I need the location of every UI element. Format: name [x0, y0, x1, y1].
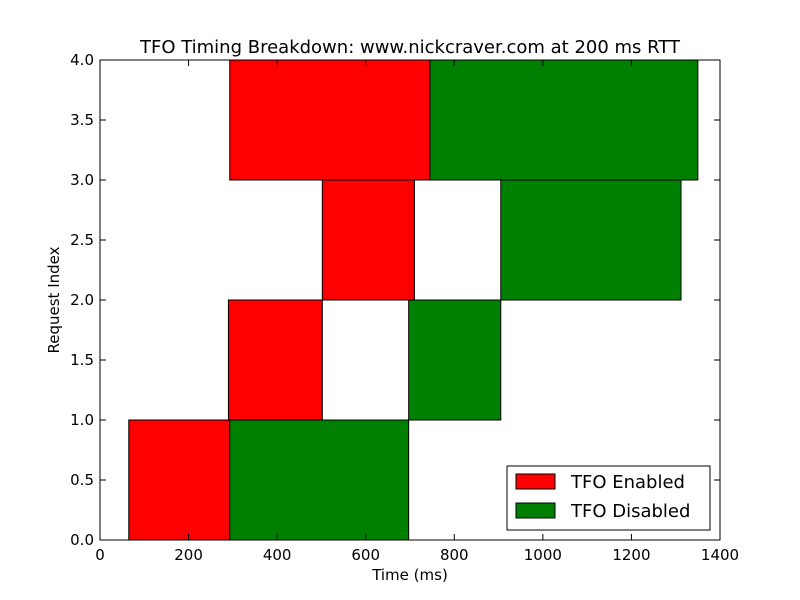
bar-tfo-disabled-request-1: [408, 299, 502, 421]
x-tick-label: 600: [351, 546, 380, 564]
chart-title: TFO Timing Breakdown: www.nickcraver.com…: [139, 37, 681, 58]
legend-label-tfo-disabled: TFO Disabled: [570, 501, 690, 522]
y-tick-label: 0.0: [70, 531, 94, 549]
legend-swatch-tfo-disabled: [515, 502, 556, 519]
y-tick-label: 3.0: [70, 171, 94, 189]
legend: TFO Enabled TFO Disabled: [506, 465, 711, 531]
y-tick-label: 1.0: [70, 411, 94, 429]
x-tick-label: 1000: [524, 546, 562, 564]
x-tick-label: 800: [440, 546, 469, 564]
y-tick-label: 2.0: [70, 291, 94, 309]
bar-tfo-disabled-request-0: [229, 419, 410, 541]
y-tick-label: 0.5: [70, 471, 94, 489]
y-tick-label: 3.5: [70, 111, 94, 129]
x-tick-label: 1200: [612, 546, 650, 564]
y-tick-label: 4.0: [70, 51, 94, 69]
x-tick-label: 400: [263, 546, 292, 564]
bar-tfo-disabled-request-2: [500, 179, 682, 301]
x-tick-label: 200: [174, 546, 203, 564]
y-tick-label: 2.5: [70, 231, 94, 249]
x-tick-label: 0: [95, 546, 105, 564]
x-tick-label: 1400: [701, 546, 739, 564]
bar-tfo-disabled-request-3: [429, 59, 699, 181]
legend-label-tfo-enabled: TFO Enabled: [570, 472, 685, 493]
y-tick-label: 1.5: [70, 351, 94, 369]
bar-tfo-enabled-request-0: [128, 419, 231, 541]
bar-tfo-enabled-request-2: [321, 179, 415, 301]
plot-frame: [99, 59, 721, 541]
bar-tfo-enabled-request-3: [229, 59, 431, 181]
ticks-layer: 0 200 400 600 800 1000 1200 1400 0.0 0.5 1.0 1.5 2.0…: [70, 51, 739, 564]
y-axis-title: Request Index: [45, 246, 63, 353]
legend-swatch-tfo-enabled: [515, 473, 556, 490]
bar-tfo-enabled-request-1: [227, 299, 323, 421]
x-axis-title: Time (ms): [371, 566, 448, 584]
